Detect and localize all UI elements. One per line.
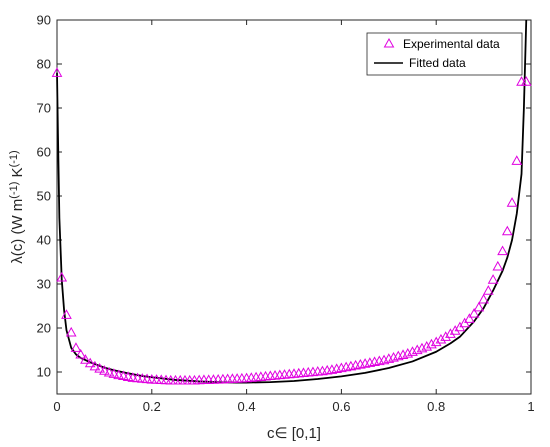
experimental-data-point xyxy=(506,197,518,207)
legend: Experimental data Fitted data xyxy=(366,32,523,76)
experimental-data-point xyxy=(402,347,414,358)
experimental-data-point xyxy=(435,333,447,344)
plot-area xyxy=(56,19,532,395)
experimental-data-point xyxy=(487,274,499,284)
experimental-data-series xyxy=(51,67,532,385)
experimental-data-point xyxy=(473,301,485,312)
experimental-data-point xyxy=(501,225,513,236)
experimental-data-point xyxy=(430,336,442,347)
y-tick-label: 10 xyxy=(37,365,51,380)
y-tick-label: 60 xyxy=(37,145,51,160)
experimental-data-point xyxy=(482,285,494,295)
experimental-data-point xyxy=(103,366,115,377)
legend-label-experimental: Experimental data xyxy=(403,37,500,51)
experimental-data-point xyxy=(492,260,504,271)
experimental-data-point xyxy=(511,155,523,165)
experimental-data-point xyxy=(94,362,106,373)
experimental-data-point xyxy=(99,365,110,375)
legend-label-fitted: Fitted data xyxy=(409,56,466,70)
y-axis-label-exponent-1: (-1) xyxy=(8,182,20,199)
y-tick-label: 20 xyxy=(37,321,51,336)
experimental-data-point xyxy=(51,67,63,77)
y-axis-label: λ(c) (W m(-1) K(-1) xyxy=(8,150,26,263)
experimental-data-point xyxy=(449,325,461,335)
experimental-data-point xyxy=(56,271,68,282)
x-tick-label: 1 xyxy=(527,399,534,414)
x-tick-label: 0.4 xyxy=(238,399,256,414)
x-tick-label: 0 xyxy=(53,399,60,414)
y-axis-ticks: 10 20 30 40 50 60 70 80 90 xyxy=(37,13,531,380)
experimental-data-point xyxy=(426,338,437,349)
y-tick-label: 40 xyxy=(37,233,51,248)
x-tick-label: 0.6 xyxy=(332,399,350,414)
experimental-data-point xyxy=(407,346,418,356)
y-tick-label: 90 xyxy=(37,13,51,28)
experimental-data-point xyxy=(416,342,428,353)
experimental-data-point xyxy=(520,76,532,86)
experimental-data-point xyxy=(464,313,475,323)
experimental-data-point xyxy=(80,354,91,364)
legend-box xyxy=(366,32,523,76)
experimental-data-point xyxy=(75,348,87,359)
experimental-data-point xyxy=(445,328,456,338)
y-tick-label: 50 xyxy=(37,189,51,204)
y-axis-label-exponent-2: (-1) xyxy=(8,150,20,167)
y-axis-label-main: λ(c) (W m xyxy=(9,199,26,264)
experimental-data-point xyxy=(65,326,77,337)
fitted-data-series xyxy=(56,19,528,384)
y-tick-label: 70 xyxy=(37,101,51,116)
experimental-data-point xyxy=(61,309,72,319)
y-axis-label-middle: K xyxy=(9,167,26,181)
y-tick-label: 30 xyxy=(37,277,51,292)
experimental-data-point xyxy=(411,344,423,355)
experimental-data-point xyxy=(122,371,134,381)
experimental-data-point xyxy=(421,340,433,351)
experimental-data-point xyxy=(89,360,101,371)
x-axis-ticks: 0 0.2 0.4 0.6 0.8 1 xyxy=(53,20,535,414)
experimental-data-point xyxy=(84,357,96,368)
legend-marker-triangle-icon xyxy=(383,37,395,48)
x-axis-label: c∈ [0,1] xyxy=(267,425,321,442)
x-tick-label: 0.2 xyxy=(143,399,161,414)
experimental-data-point xyxy=(478,293,489,304)
fitted-data-line xyxy=(56,19,528,384)
x-tick-label: 0.8 xyxy=(427,399,445,414)
experimental-data-point xyxy=(497,245,508,256)
experimental-data-point xyxy=(113,369,124,380)
experimental-data-point xyxy=(118,370,129,381)
y-tick-label: 80 xyxy=(37,57,51,72)
experimental-data-point xyxy=(108,368,120,378)
experimental-data-point xyxy=(468,307,480,318)
experimental-data-point xyxy=(70,342,82,352)
experimental-data-point xyxy=(440,331,452,341)
